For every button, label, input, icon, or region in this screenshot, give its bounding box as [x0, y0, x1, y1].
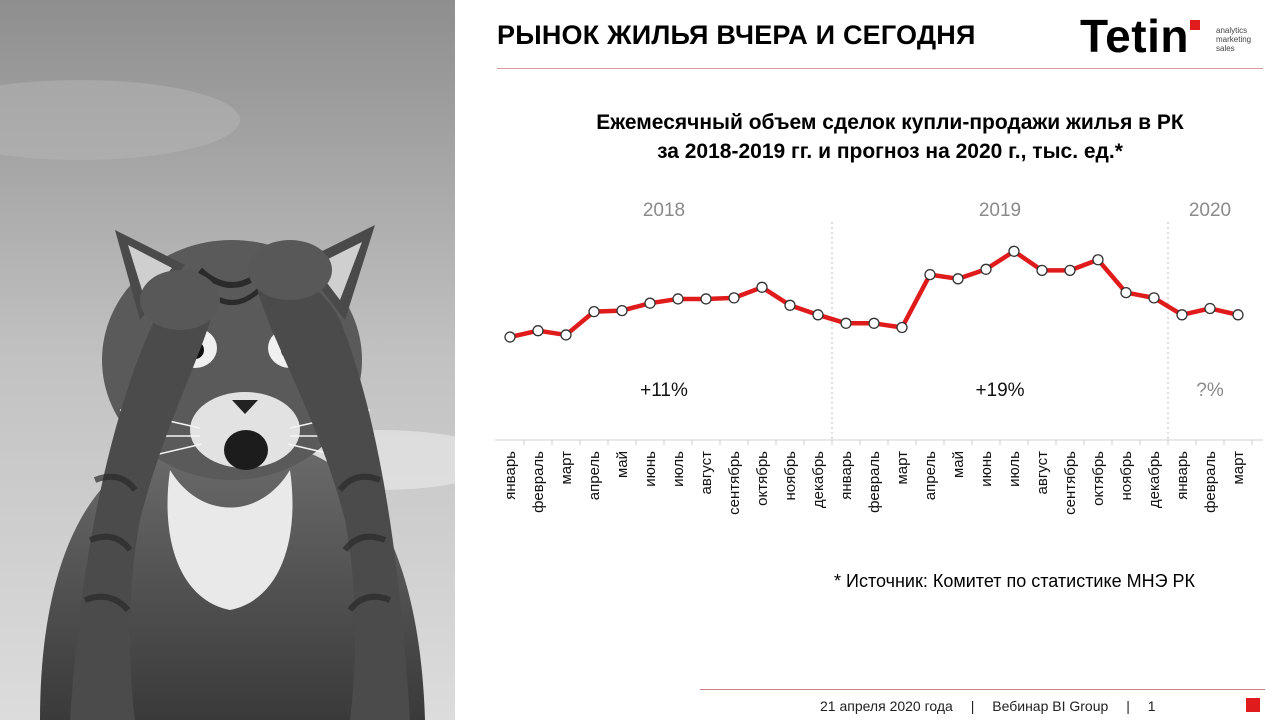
x-tick-label: апрель	[922, 451, 939, 500]
x-tick-label: май	[614, 451, 631, 478]
growth-label: +11%	[640, 380, 688, 401]
cat-photo	[0, 0, 455, 720]
data-point	[868, 317, 880, 329]
tetin-logo: Tetin analytics marketing sales	[1080, 10, 1270, 62]
footer: 21 апреля 2020 года | Вебинар BI Group |…	[820, 698, 1156, 714]
data-point	[1008, 245, 1020, 257]
x-tick-label: июль	[1006, 451, 1023, 487]
data-point	[1092, 254, 1104, 266]
logo-wordmark: Tetin	[1080, 10, 1189, 62]
data-point	[1064, 264, 1076, 277]
title-divider	[497, 68, 1263, 69]
logo-tagline-line: analytics	[1216, 26, 1248, 35]
x-tick-label: сентябрь	[726, 451, 743, 515]
x-tick-label: ноябрь	[1118, 451, 1135, 501]
data-point	[672, 293, 684, 305]
footer-separator: |	[970, 698, 975, 714]
x-tick-label: июнь	[642, 451, 659, 487]
data-point	[1120, 286, 1132, 299]
footer-accent-square	[1246, 698, 1260, 712]
logo-accent-dot	[1190, 20, 1200, 30]
x-tick-label: февраль	[1202, 451, 1219, 513]
footer-date: 21 апреля 2020 года	[820, 698, 953, 714]
data-point	[924, 268, 936, 281]
x-tick-label: март	[558, 451, 575, 485]
footer-separator: |	[1126, 698, 1130, 714]
data-point	[588, 305, 600, 318]
data-point	[728, 292, 740, 304]
year-label: 2020	[1189, 200, 1231, 221]
data-point	[700, 293, 712, 305]
data-point	[616, 304, 628, 317]
x-tick-label: август	[1034, 451, 1051, 495]
data-point	[812, 309, 824, 321]
chart-title-line: Ежемесячный объем сделок купли-продажи ж…	[596, 111, 1184, 134]
x-tick-label: март	[1230, 451, 1247, 485]
data-point	[1204, 302, 1216, 315]
x-tick-label: июнь	[978, 451, 995, 487]
x-tick-label: март	[894, 451, 911, 485]
x-tick-label: октябрь	[1090, 451, 1107, 506]
data-point	[1036, 264, 1048, 277]
data-point	[952, 273, 964, 285]
x-tick-label: январь	[838, 451, 855, 500]
footer-page-number: 1	[1147, 698, 1156, 714]
data-point	[1148, 292, 1160, 304]
x-tick-label: август	[698, 451, 715, 495]
x-tick-label: сентябрь	[1062, 451, 1079, 515]
footer-divider	[700, 689, 1265, 690]
x-tick-label: февраль	[530, 451, 547, 513]
data-point	[644, 297, 656, 309]
data-point	[1232, 309, 1244, 321]
x-tick-label: май	[950, 451, 967, 478]
x-tick-label: декабрь	[810, 451, 827, 508]
x-tick-label: октябрь	[754, 451, 771, 506]
footer-event: Вебинар BI Group	[992, 698, 1109, 714]
data-point	[840, 317, 852, 329]
growth-label: +19%	[975, 380, 1024, 401]
data-point	[784, 299, 796, 311]
chart-title-line: за 2018-2019 гг. и прогноз на 2020 г., т…	[657, 140, 1123, 163]
data-point	[560, 329, 572, 341]
data-point	[896, 321, 908, 334]
x-tick-label: январь	[1174, 451, 1191, 500]
data-point	[504, 331, 516, 343]
slide-title: РЫНОК ЖИЛЬЯ ВЧЕРА И СЕГОДНЯ	[497, 20, 976, 50]
data-point	[980, 263, 992, 275]
chart-title: Ежемесячный объем сделок купли-продажи ж…	[500, 108, 1280, 166]
x-tick-label: декабрь	[1146, 451, 1163, 508]
x-tick-label: апрель	[586, 451, 603, 500]
logo-tagline-line: sales	[1216, 44, 1235, 53]
source-note: * Источник: Комитет по статистике МНЭ РК	[834, 571, 1196, 591]
x-tick-label: февраль	[866, 451, 883, 513]
year-label: 2018	[643, 200, 685, 221]
logo-tagline-line: marketing	[1216, 35, 1252, 44]
x-tick-label: июль	[670, 451, 687, 487]
x-tick-label: январь	[502, 451, 519, 500]
growth-label: ?%	[1196, 380, 1224, 401]
year-label: 2019	[979, 200, 1021, 221]
x-tick-label: ноябрь	[782, 451, 799, 501]
data-point	[1176, 309, 1188, 321]
data-point	[756, 281, 768, 293]
logo-tagline: analytics marketing sales	[1216, 26, 1276, 53]
data-point	[532, 325, 544, 337]
